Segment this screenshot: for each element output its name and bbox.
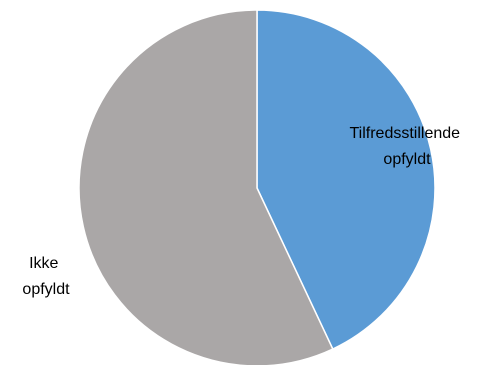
slice-label-tilfredsstillende: Tilfredsstillende opfyldt (349, 125, 464, 168)
slice-label-ikke-opfyldt-line-2: opfyldt (22, 281, 70, 298)
slice-label-tilfredsstillende-line-2: opfyldt (383, 151, 431, 168)
slice-label-tilfredsstillende-line-1: Tilfredsstillende (349, 125, 460, 142)
slice-label-ikke-opfyldt: Ikke opfyldt (22, 255, 70, 298)
pie-slices (78, 9, 436, 367)
pie-labels: Tilfredsstillende opfyldt Ikke opfyldt (22, 125, 464, 298)
slice-label-ikke-opfyldt-line-1: Ikke (29, 255, 58, 272)
pie-slice-tilfredsstillende-opfyldt (256, 9, 436, 351)
